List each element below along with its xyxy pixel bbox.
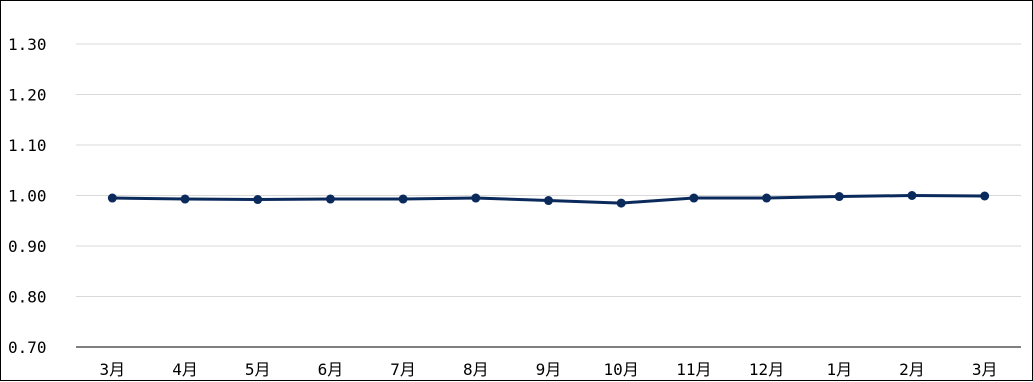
data-point	[834, 192, 844, 202]
data-point	[471, 193, 481, 203]
x-tick-label: 6月	[318, 360, 344, 379]
x-tick-label: 9月	[536, 360, 562, 379]
data-point	[762, 193, 772, 203]
data-point	[253, 195, 263, 205]
y-tick-label: 1.00	[8, 187, 47, 206]
data-point	[616, 198, 626, 208]
y-tick-labels: 1.30 1.20 1.10 1.00 0.90 0.80 0.70	[8, 35, 47, 357]
x-tick-label: 3月	[100, 360, 126, 379]
series-layer	[107, 191, 990, 208]
data-point	[980, 191, 990, 201]
x-tick-label: 4月	[172, 360, 198, 379]
y-tick-label: 0.70	[8, 338, 47, 357]
gridlines	[76, 43, 1021, 297]
data-point	[689, 193, 699, 203]
x-tick-label: 11月	[676, 360, 711, 379]
x-tick-label: 1月	[826, 360, 852, 379]
y-tick-label: 0.80	[8, 288, 47, 307]
x-tick-label: 5月	[245, 360, 271, 379]
x-tick-label: 2月	[899, 360, 925, 379]
data-point	[180, 194, 190, 204]
x-tick-label: 3月	[972, 360, 998, 379]
y-tick-label: 0.90	[8, 237, 47, 256]
x-tick-label: 8月	[463, 360, 489, 379]
data-point	[907, 191, 917, 200]
x-tick-label: 7月	[390, 360, 416, 379]
y-tick-label: 1.30	[8, 35, 47, 54]
x-tick-label: 10月	[604, 360, 639, 379]
data-point	[398, 194, 408, 204]
data-point	[107, 193, 117, 203]
y-tick-label: 1.20	[8, 86, 47, 105]
data-point	[325, 194, 335, 204]
y-tick-label: 1.10	[8, 136, 47, 155]
x-tick-labels: 3月 4月 5月 6月 7月 8月 9月 10月 11月 12月 1月 2月 3月	[100, 360, 998, 379]
x-tick-label: 12月	[749, 360, 784, 379]
data-point	[544, 196, 553, 206]
